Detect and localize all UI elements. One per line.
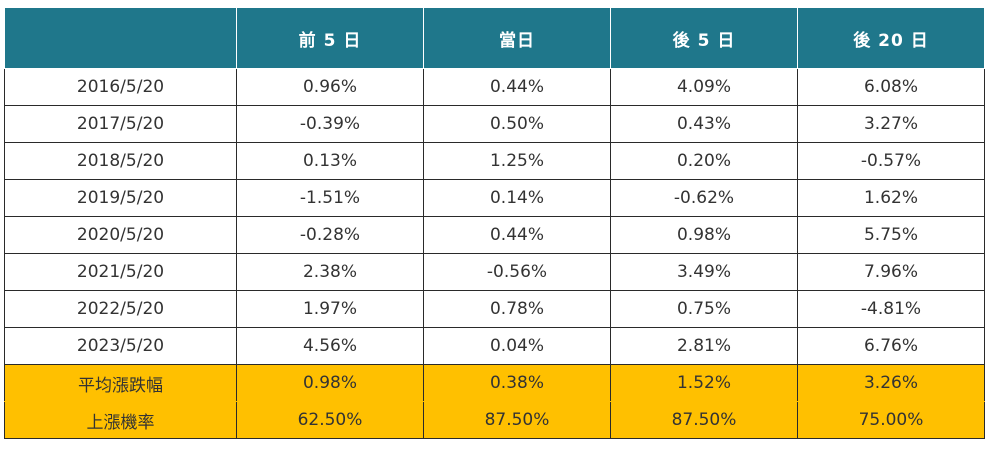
value-cell: -4.81%	[797, 290, 985, 328]
value-cell: 6.76%	[797, 327, 985, 365]
header-cell-prev-5-days: 前 5 日	[236, 8, 424, 69]
value-cell: 1.97%	[236, 290, 424, 328]
table-row: 2019/5/20 -1.51% 0.14% -0.62% 1.62%	[4, 179, 985, 217]
date-cell: 2022/5/20	[4, 290, 237, 328]
table-row: 2021/5/20 2.38% -0.56% 3.49% 7.96%	[4, 253, 985, 291]
value-cell: 0.14%	[423, 179, 611, 217]
summary-value-cell: 3.26%	[797, 364, 985, 402]
date-cell: 2021/5/20	[4, 253, 237, 291]
summary-value-cell: 75.00%	[797, 401, 985, 439]
value-cell: -0.62%	[610, 179, 798, 217]
value-cell: -0.28%	[236, 216, 424, 254]
summary-value-cell: 1.52%	[610, 364, 798, 402]
summary-row-up-probability: 上漲機率 62.50% 87.50% 87.50% 75.00%	[4, 401, 985, 439]
summary-value-cell: 0.38%	[423, 364, 611, 402]
summary-label-cell: 平均漲跌幅	[4, 364, 237, 402]
summary-row-average: 平均漲跌幅 0.98% 0.38% 1.52% 3.26%	[4, 364, 985, 402]
header-row: 前 5 日 當日 後 5 日 後 20 日	[4, 8, 985, 69]
value-cell: 2.38%	[236, 253, 424, 291]
summary-value-cell: 87.50%	[423, 401, 611, 439]
date-cell: 2016/5/20	[4, 68, 237, 106]
table-row: 2016/5/20 0.96% 0.44% 4.09% 6.08%	[4, 68, 985, 106]
summary-value-cell: 0.98%	[236, 364, 424, 402]
value-cell: 0.50%	[423, 105, 611, 143]
value-cell: 6.08%	[797, 68, 985, 106]
value-cell: 1.62%	[797, 179, 985, 217]
summary-value-cell: 62.50%	[236, 401, 424, 439]
value-cell: 3.49%	[610, 253, 798, 291]
summary-label-cell: 上漲機率	[4, 401, 237, 439]
value-cell: 2.81%	[610, 327, 798, 365]
header-cell-next-5-days: 後 5 日	[610, 8, 798, 69]
value-cell: -0.57%	[797, 142, 985, 180]
date-cell: 2018/5/20	[4, 142, 237, 180]
header-cell-next-20-days: 後 20 日	[797, 8, 985, 69]
header-cell-same-day: 當日	[423, 8, 611, 69]
value-cell: 0.44%	[423, 68, 611, 106]
value-cell: -0.39%	[236, 105, 424, 143]
value-cell: 0.98%	[610, 216, 798, 254]
value-cell: 3.27%	[797, 105, 985, 143]
table-row: 2020/5/20 -0.28% 0.44% 0.98% 5.75%	[4, 216, 985, 254]
table-row: 2023/5/20 4.56% 0.04% 2.81% 6.76%	[4, 327, 985, 365]
date-cell: 2019/5/20	[4, 179, 237, 217]
returns-table: 前 5 日 當日 後 5 日 後 20 日 2016/5/20 0.96% 0.…	[4, 8, 985, 439]
date-cell: 2020/5/20	[4, 216, 237, 254]
value-cell: 0.20%	[610, 142, 798, 180]
value-cell: 7.96%	[797, 253, 985, 291]
value-cell: -0.56%	[423, 253, 611, 291]
value-cell: 0.96%	[236, 68, 424, 106]
summary-value-cell: 87.50%	[610, 401, 798, 439]
value-cell: 4.56%	[236, 327, 424, 365]
value-cell: 0.13%	[236, 142, 424, 180]
date-cell: 2023/5/20	[4, 327, 237, 365]
table-row: 2018/5/20 0.13% 1.25% 0.20% -0.57%	[4, 142, 985, 180]
header-cell-empty	[4, 8, 237, 69]
value-cell: 0.75%	[610, 290, 798, 328]
value-cell: 0.43%	[610, 105, 798, 143]
value-cell: 0.78%	[423, 290, 611, 328]
date-cell: 2017/5/20	[4, 105, 237, 143]
value-cell: -1.51%	[236, 179, 424, 217]
table-row: 2022/5/20 1.97% 0.78% 0.75% -4.81%	[4, 290, 985, 328]
value-cell: 0.44%	[423, 216, 611, 254]
table-row: 2017/5/20 -0.39% 0.50% 0.43% 3.27%	[4, 105, 985, 143]
value-cell: 0.04%	[423, 327, 611, 365]
value-cell: 4.09%	[610, 68, 798, 106]
value-cell: 1.25%	[423, 142, 611, 180]
value-cell: 5.75%	[797, 216, 985, 254]
